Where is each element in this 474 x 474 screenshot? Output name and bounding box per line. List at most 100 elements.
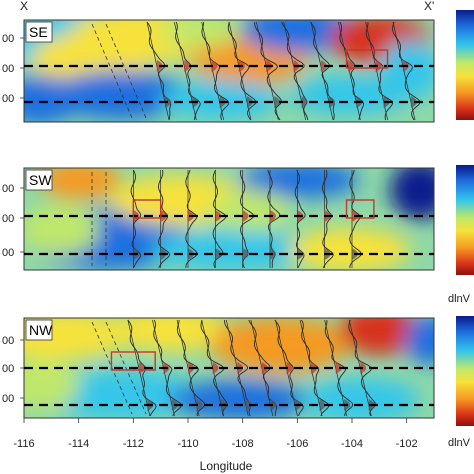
panels-group: SE 00 00 00 SW 00 00 00 NW 00 00 00 — [2, 19, 435, 419]
wiggle-peak — [274, 96, 281, 108]
wiggle-peak — [410, 96, 417, 108]
panel-sw: SW 00 00 00 — [2, 167, 435, 271]
wiggle-trace — [349, 169, 362, 268]
colorbar-group: dlnV dlnV — [448, 10, 474, 449]
wiggle-trace — [175, 21, 201, 121]
colorbar-label-middle: dlnV — [448, 293, 471, 305]
x-tick-label: -116 — [13, 438, 34, 450]
heatmap-blob — [290, 228, 410, 270]
panel-label-box — [25, 21, 53, 43]
guide-line — [105, 23, 147, 119]
wiggle-peak — [212, 362, 219, 374]
x-tick-label: -108 — [232, 438, 254, 450]
wiggle-peak — [215, 210, 222, 222]
wiggle-trace — [301, 319, 330, 417]
wiggle-trace — [227, 21, 257, 121]
y-tick-label: 00 — [2, 393, 14, 405]
endpoint-x-label: X — [20, 0, 28, 13]
heatmap-blob — [300, 378, 420, 418]
endpoint-x-prime-label: X' — [424, 0, 434, 13]
x-tick-label: -104 — [341, 438, 363, 450]
highlight-box — [110, 351, 156, 371]
highlight-box — [345, 49, 389, 69]
wiggle-trace — [254, 21, 282, 121]
heatmap-blob — [40, 168, 120, 200]
highlight-box — [132, 199, 162, 219]
heatmap-blob — [24, 360, 80, 410]
wiggle-trace — [339, 21, 365, 121]
wiggle-peak — [348, 60, 355, 72]
heatmap-blob — [340, 318, 420, 355]
wiggle-peak — [286, 362, 293, 374]
wiggle-peak — [270, 399, 277, 411]
wiggle-peak — [360, 362, 367, 374]
heatmap — [24, 20, 434, 122]
colorbar-middle — [456, 165, 474, 275]
heatmap-blob — [50, 70, 190, 120]
heatmap-blob — [110, 318, 230, 352]
panel-label: SE — [29, 24, 48, 40]
guide-line — [105, 321, 147, 415]
colorbar-bottom — [456, 316, 474, 426]
wiggle-peak — [319, 399, 326, 411]
y-tick-label: 00 — [2, 93, 14, 105]
heatmap-blob — [380, 40, 434, 100]
heatmap-blob — [24, 75, 80, 122]
y-tick-label: 00 — [2, 363, 14, 375]
x-axis: -116 -114 -112 -110 -108 -106 -104 -102 — [13, 418, 418, 450]
wiggle-peak — [375, 60, 382, 72]
x-tick-label: -106 — [286, 438, 308, 450]
heatmap-blob — [160, 20, 240, 48]
x-tick-label: -102 — [396, 438, 418, 450]
guide-lines — [91, 172, 107, 266]
panel-se: SE 00 00 00 — [2, 19, 435, 123]
panel-nw: NW 00 00 00 — [2, 317, 435, 419]
y-tick-label: 00 — [2, 183, 14, 195]
y-tick-label: 00 — [2, 33, 14, 45]
wiggle-trace — [240, 169, 255, 269]
wiggle-trace — [201, 21, 230, 121]
heatmap-blob — [405, 318, 434, 365]
wiggle-peak — [320, 60, 327, 72]
panel-frame — [23, 19, 435, 123]
y-tick-label: 00 — [2, 63, 14, 75]
panel-label: SW — [29, 172, 52, 188]
panel-frame — [23, 167, 435, 271]
wiggle-peak — [245, 399, 252, 411]
wiggle-trace — [153, 319, 182, 417]
panel-label-box — [25, 169, 53, 191]
colorbar-label-bottom: dlnV — [448, 437, 471, 449]
wiggle-peak — [335, 362, 342, 374]
x-tick-label: -110 — [177, 438, 198, 450]
colorbar-top — [456, 10, 474, 120]
y-tick-label: 00 — [2, 247, 14, 259]
guide-line — [91, 23, 133, 119]
wiggle-peak — [301, 96, 308, 108]
wiggle-peak — [242, 248, 249, 260]
wiggle-peak — [184, 60, 191, 72]
heatmap-blob — [390, 168, 434, 220]
x-tick-label: -114 — [68, 438, 89, 450]
wiggle-trace — [322, 169, 334, 269]
heatmap-blob — [210, 190, 290, 230]
wiggle-peak — [211, 60, 218, 72]
guide-lines — [91, 23, 147, 119]
y-tick-label: 00 — [2, 335, 14, 347]
panel-label: NW — [29, 322, 53, 338]
wiggle-peak — [215, 248, 222, 260]
wiggle-trace — [365, 21, 393, 121]
wiggle-trace — [146, 21, 172, 121]
wiggle-traces — [146, 21, 421, 121]
wiggle-peak — [196, 399, 203, 411]
wiggle-trace — [158, 169, 171, 269]
panel-label-box — [25, 319, 53, 341]
highlight-box — [345, 199, 375, 219]
heatmap-blob — [240, 20, 360, 52]
heatmap-blob — [150, 230, 310, 270]
heatmap-blob — [170, 380, 310, 418]
wiggle-trace — [185, 169, 198, 269]
heatmap-blob — [24, 205, 100, 255]
wiggle-peak — [242, 210, 249, 222]
wiggle-trace — [212, 169, 227, 269]
